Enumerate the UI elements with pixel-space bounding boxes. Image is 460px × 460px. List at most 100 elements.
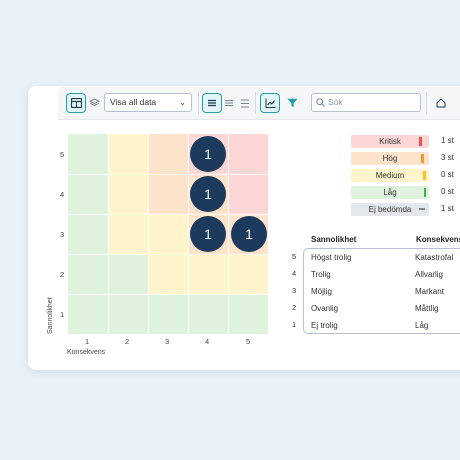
toolbar-divider bbox=[198, 92, 199, 114]
legend-hog: Hög bbox=[351, 152, 429, 165]
scale-level: 5 bbox=[292, 252, 297, 261]
grid-line bbox=[108, 134, 109, 334]
home-button[interactable] bbox=[431, 93, 451, 113]
grid-line bbox=[68, 254, 268, 255]
list-icon bbox=[241, 99, 249, 107]
scale-sannolikhet: Högst trolig bbox=[311, 253, 352, 262]
chart-view-button[interactable] bbox=[260, 93, 280, 113]
search-placeholder: Sök bbox=[328, 97, 343, 107]
matrix-cell bbox=[148, 174, 188, 214]
x-tick-label: 5 bbox=[246, 337, 251, 346]
matrix-cell bbox=[148, 254, 188, 294]
scale-konsekvens: Allvarlig bbox=[415, 270, 444, 279]
list-compact-button[interactable] bbox=[202, 93, 222, 113]
toolbar-divider bbox=[255, 92, 256, 114]
y-tick-label: 5 bbox=[60, 150, 65, 159]
legend-kritisk: Kritisk bbox=[351, 135, 429, 148]
x-axis-title: Konsekvens bbox=[67, 349, 106, 356]
scale-konsekvens: Låg bbox=[415, 321, 429, 330]
matrix-cell bbox=[68, 294, 108, 334]
scale-header-konsekvens: Konsekvens bbox=[416, 235, 460, 244]
scale-sannolikhet: Ej trolig bbox=[311, 321, 338, 330]
matrix-cell bbox=[228, 174, 268, 214]
legend-lag: Låg bbox=[351, 186, 429, 199]
view-filter-select[interactable]: Visa all data ⌄ bbox=[104, 93, 192, 112]
search-icon bbox=[316, 98, 325, 107]
layers-button[interactable] bbox=[84, 93, 104, 113]
legend-color-bar bbox=[423, 171, 426, 180]
matrix-cell bbox=[148, 134, 188, 174]
y-tick-label: 4 bbox=[60, 190, 65, 199]
matrix-cell bbox=[68, 214, 108, 254]
risk-count-bubble[interactable]: 1 bbox=[231, 216, 267, 252]
legend-medium: Medium bbox=[351, 169, 429, 182]
x-tick-label: 4 bbox=[205, 337, 210, 346]
matrix-cell bbox=[228, 134, 268, 174]
list-icon bbox=[225, 100, 233, 106]
home-icon bbox=[436, 98, 446, 108]
matrix-cell bbox=[228, 254, 268, 294]
list-icon bbox=[208, 99, 216, 107]
scale-level: 1 bbox=[292, 320, 297, 329]
grid-line bbox=[68, 174, 268, 175]
line-chart-icon bbox=[265, 98, 275, 108]
scale-level: 2 bbox=[292, 303, 297, 312]
y-tick-label: 1 bbox=[60, 310, 65, 319]
risk-count-bubble[interactable]: 1 bbox=[190, 216, 226, 252]
legend-count: 1 st bbox=[441, 136, 454, 145]
legend-count: 1 st bbox=[441, 204, 454, 213]
table-view-button[interactable] bbox=[66, 93, 86, 113]
scale-table bbox=[303, 248, 460, 334]
y-tick-label: 2 bbox=[60, 270, 65, 279]
matrix-cell bbox=[68, 134, 108, 174]
legend-color-bar bbox=[419, 208, 425, 210]
filter-icon bbox=[287, 98, 297, 108]
list-wide-button[interactable] bbox=[235, 93, 255, 113]
grid-line bbox=[228, 134, 229, 334]
search-input[interactable]: Sök bbox=[311, 93, 421, 112]
legend-color-bar bbox=[421, 154, 424, 163]
scale-konsekvens: Markant bbox=[415, 287, 444, 296]
scale-konsekvens: Katastrofal bbox=[415, 253, 454, 262]
scale-level: 3 bbox=[292, 286, 297, 295]
matrix-cell bbox=[108, 134, 148, 174]
view-filter-value: Visa all data bbox=[110, 97, 157, 107]
matrix-cell bbox=[148, 214, 188, 254]
legend-count: 0 st bbox=[441, 170, 454, 179]
matrix-cell bbox=[108, 294, 148, 334]
scale-level: 4 bbox=[292, 269, 297, 278]
x-tick-label: 1 bbox=[85, 337, 90, 346]
matrix-cell bbox=[68, 174, 108, 214]
matrix-cell bbox=[68, 254, 108, 294]
matrix-cell bbox=[188, 294, 228, 334]
layers-icon bbox=[88, 98, 100, 106]
scale-sannolikhet: Ovanlig bbox=[311, 304, 339, 313]
grid-line bbox=[188, 134, 189, 334]
matrix-cell bbox=[188, 254, 228, 294]
matrix-cell bbox=[108, 214, 148, 254]
list-medium-button[interactable] bbox=[219, 93, 239, 113]
risk-count-bubble[interactable]: 1 bbox=[190, 136, 226, 172]
y-axis-title: Sannolikhet bbox=[47, 297, 54, 334]
matrix-cell bbox=[108, 174, 148, 214]
x-tick-label: 3 bbox=[165, 337, 170, 346]
scale-header-sannolikhet: Sannolikhet bbox=[311, 235, 357, 244]
legend-color-bar bbox=[419, 137, 422, 146]
x-tick-label: 2 bbox=[125, 337, 130, 346]
grid-line bbox=[68, 214, 268, 215]
table-icon bbox=[70, 98, 82, 108]
risk-count-bubble[interactable]: 1 bbox=[190, 176, 226, 212]
y-tick-label: 3 bbox=[60, 230, 65, 239]
matrix-cell bbox=[228, 294, 268, 334]
scale-sannolikhet: Trolig bbox=[311, 270, 331, 279]
grid-line bbox=[148, 134, 149, 334]
grid-line bbox=[68, 294, 268, 295]
matrix-cell bbox=[148, 294, 188, 334]
toolbar-divider bbox=[426, 92, 427, 114]
scale-sannolikhet: Möjlig bbox=[311, 287, 332, 296]
matrix-cell bbox=[108, 254, 148, 294]
filter-button[interactable] bbox=[282, 93, 302, 113]
legend-count: 0 st bbox=[441, 187, 454, 196]
legend-color-bar bbox=[424, 188, 426, 197]
legend-ej-bedomda: Ej bedömda bbox=[351, 203, 429, 216]
